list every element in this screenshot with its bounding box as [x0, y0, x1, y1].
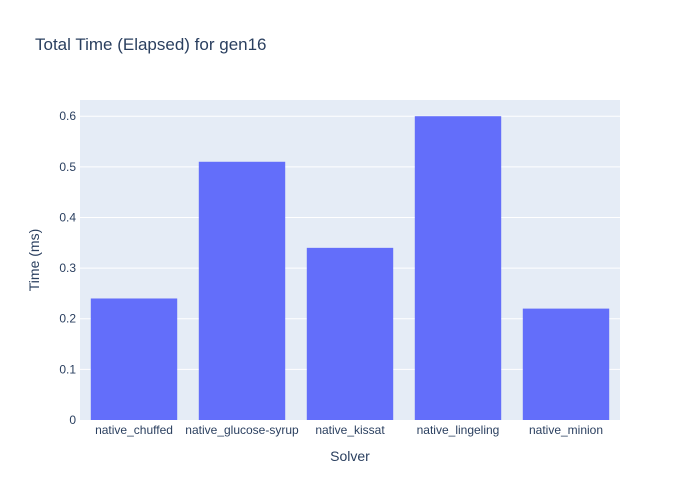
y-tick-label: 0.5	[59, 160, 76, 174]
y-tick-label: 0.2	[59, 312, 76, 326]
y-tick-label: 0.3	[59, 261, 76, 275]
x-tick-label: native_kissat	[315, 423, 385, 437]
x-tick-label: native_lingeling	[417, 423, 500, 437]
bar-native_lingeling	[414, 116, 502, 421]
y-axis-title: Time (ms)	[26, 229, 42, 291]
bar-native_kissat	[306, 247, 394, 420]
y-tick-label: 0.1	[59, 362, 76, 376]
x-axis-title: Solver	[330, 448, 370, 464]
x-tick-label: native_glucose-syrup	[185, 423, 299, 437]
bars	[90, 116, 610, 421]
bar-native_chuffed	[90, 298, 178, 420]
y-tick-label: 0.6	[59, 109, 76, 123]
bar-native_glucose-syrup	[198, 161, 286, 420]
x-tick-label: native_minion	[529, 423, 603, 437]
chart-title: Total Time (Elapsed) for gen16	[35, 35, 267, 54]
y-tick-label: 0	[69, 413, 76, 427]
bar-native_minion	[522, 308, 610, 420]
y-tick-label: 0.4	[59, 210, 76, 224]
x-tick-label: native_chuffed	[95, 423, 173, 437]
x-axis-ticks: native_chuffed native_glucose-syrup native…	[95, 423, 603, 437]
y-axis-ticks: 0 0.1 0.2 0.3 0.4 0.5 0.6	[59, 109, 76, 427]
